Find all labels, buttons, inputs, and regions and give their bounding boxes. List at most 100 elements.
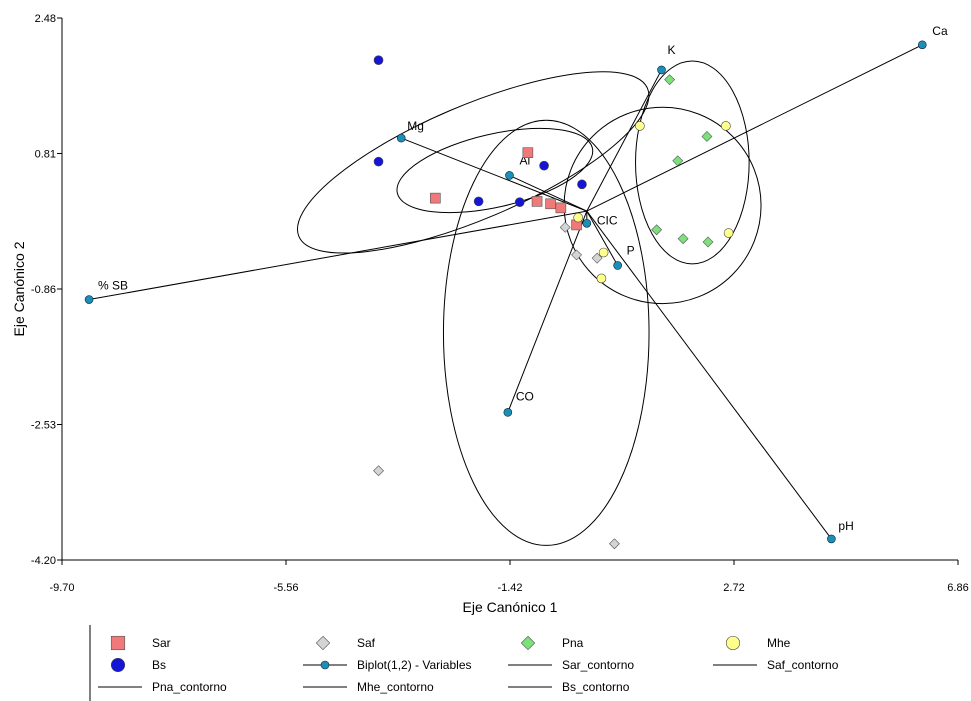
- x-axis-title: Eje Canónico 1: [463, 599, 558, 615]
- biplot-variable-label: Mg: [407, 119, 424, 133]
- x-ticks: -9.70 -5.56 -1.42 2.72 6.86: [49, 560, 969, 594]
- biplot-vector-line: [507, 210, 588, 413]
- point-pna: [677, 233, 689, 245]
- biplot-variable-label: pH: [838, 519, 853, 533]
- legend-label: Mhe_contorno: [357, 680, 434, 694]
- x-tick-label: -1.42: [497, 582, 522, 594]
- biplot-variable-label: Ca: [932, 24, 948, 38]
- legend-label: Biplot(1,2) - Variables: [357, 658, 472, 672]
- legend-symbol-mhe: [725, 635, 741, 651]
- biplot-vector-line: [509, 174, 588, 212]
- biplot-variable-label: CIC: [597, 213, 618, 227]
- point-sar: [545, 198, 556, 210]
- biplot-vector-line: [586, 210, 832, 540]
- biplot-variable-point: [505, 171, 514, 180]
- y-ticks: 2.48 0.81 -0.86 -2.53 -4.20: [31, 13, 62, 567]
- legend-entry: Bs: [110, 657, 166, 673]
- point-saf: [373, 465, 384, 477]
- point-mhe: [723, 228, 734, 238]
- biplot-variable-point: [657, 65, 666, 75]
- biplot-variable-point: [917, 40, 927, 50]
- point-sar: [430, 192, 441, 204]
- contour-sar-contorno: [296, 71, 650, 254]
- legend-label: Saf_contorno: [767, 658, 839, 672]
- point-sar: [531, 196, 543, 207]
- x-tick-label: 2.72: [723, 582, 744, 594]
- point-bs: [577, 179, 587, 190]
- point-bs: [514, 197, 525, 207]
- legend-label: Bs: [152, 658, 166, 672]
- biplot-variable-label: CO: [516, 389, 534, 403]
- x-tick-label: 6.86: [947, 582, 968, 594]
- legend-label: Mhe: [767, 636, 791, 650]
- legend-entry: Pna: [520, 635, 584, 651]
- point-mhe: [721, 121, 731, 131]
- point-mhe: [598, 247, 609, 258]
- biplot-vector-line: [401, 137, 588, 212]
- point-saf: [559, 221, 571, 233]
- biplot-vector-line: [586, 210, 619, 266]
- legend-entry: Saf_contorno: [713, 658, 839, 672]
- x-tick-label: -9.70: [49, 582, 74, 594]
- biplot-variable-point: [613, 261, 622, 270]
- point-saf: [571, 249, 582, 261]
- legend: Sar Saf Pna Mhe Bs Biplot(1,2) - Variables Sar…: [89, 625, 839, 701]
- legend-label: Sar_contorno: [562, 658, 634, 672]
- contour-pna-contorno: [635, 60, 750, 265]
- legend-entry: Mhe: [725, 635, 791, 651]
- legend-label: Pna: [562, 636, 584, 650]
- biplot-variable-label: % SB: [98, 279, 128, 293]
- legend-label: Saf: [357, 636, 376, 650]
- biplot-vector-line: [586, 44, 923, 212]
- point-sar: [522, 147, 534, 158]
- point-saf: [609, 538, 620, 550]
- biplot-variable-point: [582, 218, 592, 228]
- biplot-vector-line: [88, 210, 587, 301]
- legend-label: Sar: [152, 636, 171, 650]
- point-mhe: [573, 212, 583, 223]
- x-tick-label: -5.56: [273, 582, 298, 594]
- point-mhe: [596, 273, 607, 284]
- contour-saf-contorno: [442, 119, 650, 546]
- biplot-variable-point: [827, 534, 836, 544]
- axes: -9.70 -5.56 -1.42 2.72 6.86 2.48 0.81 -0.86 -2.…: [11, 13, 969, 615]
- point-mhe: [635, 121, 645, 131]
- biplot-variable-point: [503, 408, 513, 417]
- biplot-variable-label: P: [627, 243, 635, 257]
- legend-entry: Saf: [315, 635, 376, 651]
- point-pna: [672, 155, 684, 167]
- point-saf: [591, 252, 603, 264]
- legend-entry: Bs_contorno: [508, 680, 630, 694]
- legend-symbol-biplot-point: [320, 660, 330, 670]
- point-sar: [555, 202, 567, 214]
- point-bs: [373, 156, 384, 167]
- legend-symbol-pna: [520, 635, 536, 651]
- legend-entry: Pna_contorno: [98, 680, 227, 694]
- legend-label: Pna_contorno: [152, 680, 227, 694]
- contour-bs-contorno: [396, 127, 594, 214]
- y-tick-label: -2.53: [31, 420, 56, 432]
- legend-entry: Sar: [110, 635, 171, 651]
- y-tick-label: 0.81: [35, 149, 56, 161]
- point-pna: [664, 74, 676, 86]
- y-tick-label: -0.86: [31, 284, 56, 296]
- legend-symbol-bs: [110, 657, 126, 673]
- biplot-variable-label: K: [667, 43, 675, 57]
- biplot-variable-point: [396, 133, 406, 143]
- y-axis-title: Eje Canónico 2: [11, 241, 27, 336]
- biplot-variable-label: Al: [519, 153, 530, 167]
- scatter-points: [373, 55, 734, 550]
- point-bs: [539, 160, 549, 171]
- contours: [296, 60, 762, 546]
- legend-symbol-sar: [110, 635, 126, 651]
- legend-entry: Biplot(1,2) - Variables: [303, 658, 472, 672]
- contour-mhe-contorno: [563, 106, 762, 305]
- legend-label: Bs_contorno: [562, 680, 630, 694]
- biplot-vector-line: [586, 69, 662, 212]
- point-bs: [473, 196, 484, 207]
- legend-entry: Mhe_contorno: [303, 680, 434, 694]
- point-pna: [651, 224, 663, 236]
- legend-entry: Sar_contorno: [508, 658, 634, 672]
- biplot-variable-point: [84, 295, 94, 304]
- y-tick-label: -4.20: [31, 555, 56, 567]
